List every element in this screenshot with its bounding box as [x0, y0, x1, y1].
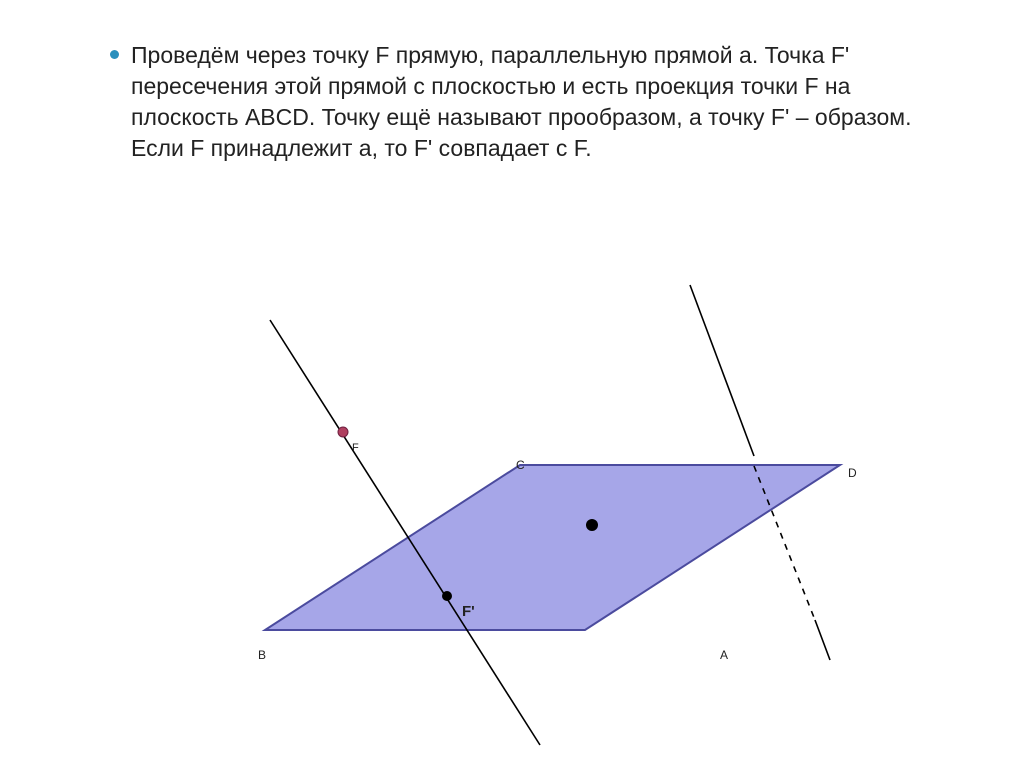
- slide-page: Проведём через точку F прямую, параллель…: [0, 0, 1024, 767]
- label-b: B: [258, 648, 266, 662]
- label-d: D: [848, 466, 857, 480]
- diagram-svg: [200, 270, 880, 770]
- label-a: A: [720, 648, 728, 662]
- bullet-paragraph: Проведём через точку F прямую, параллель…: [110, 40, 914, 164]
- point-f: [338, 427, 348, 437]
- label-f-prime: F': [462, 603, 475, 620]
- label-f: F: [352, 442, 359, 454]
- paragraph-text: Проведём через точку F прямую, параллель…: [131, 40, 914, 164]
- line-a-intersection-dot: [586, 519, 598, 531]
- point-f-prime: [442, 591, 452, 601]
- plane-abcd: [265, 465, 840, 630]
- bullet-icon: [110, 50, 119, 59]
- geometry-diagram: A B C D F F': [200, 270, 880, 770]
- line-a-exit: [815, 620, 830, 660]
- line-a-top: [690, 285, 754, 456]
- label-c: C: [516, 458, 525, 472]
